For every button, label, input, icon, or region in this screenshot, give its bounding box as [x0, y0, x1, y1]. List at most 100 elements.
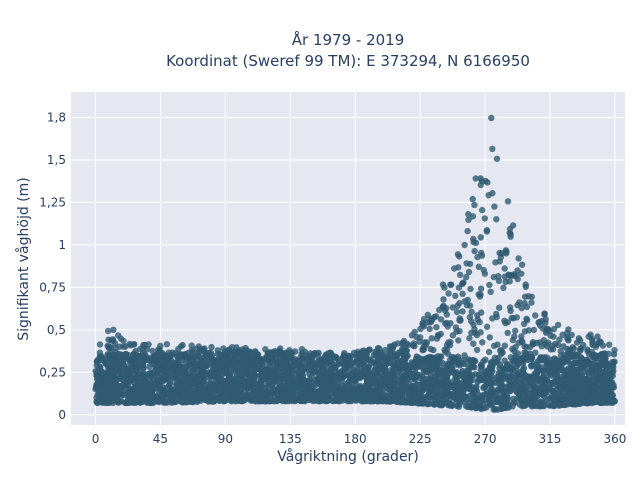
data-point: [305, 392, 313, 399]
data-point: [422, 356, 429, 364]
data-point: [304, 356, 311, 364]
data-point: [97, 382, 104, 389]
data-point: [475, 371, 482, 379]
data-point: [236, 392, 243, 400]
data-point: [332, 364, 339, 371]
data-point: [476, 399, 483, 407]
data-point: [512, 327, 519, 334]
data-point: [135, 352, 142, 359]
data-point: [383, 373, 390, 380]
data-point: [262, 370, 270, 377]
data-point: [148, 369, 155, 376]
data-point: [469, 195, 476, 203]
data-point: [146, 363, 153, 370]
data-point: [599, 378, 606, 385]
y-tick-label: 0,25: [39, 365, 66, 379]
data-point: [130, 362, 137, 370]
data-point: [478, 252, 486, 259]
data-point: [530, 390, 537, 398]
data-point: [293, 376, 300, 383]
data-point: [154, 353, 161, 361]
data-point: [119, 356, 127, 363]
data-point: [209, 383, 216, 391]
data-point: [311, 392, 318, 399]
data-point: [347, 384, 355, 391]
data-point: [528, 398, 535, 405]
y-tick-label: 1,5: [47, 153, 66, 167]
data-point: [473, 331, 481, 339]
data-point: [449, 332, 457, 339]
data-point: [563, 394, 571, 401]
data-point: [550, 333, 557, 340]
data-point: [511, 333, 518, 340]
data-point: [453, 356, 460, 363]
data-point: [282, 391, 289, 398]
data-point: [584, 348, 591, 355]
data-point: [559, 331, 566, 338]
data-point: [414, 381, 421, 388]
data-point: [368, 373, 375, 380]
data-point: [115, 368, 123, 375]
chart-title-line2: Koordinat (Sweref 99 TM): E 373294, N 61…: [166, 52, 530, 70]
data-point: [120, 337, 127, 345]
data-point: [163, 353, 170, 360]
data-point: [321, 386, 329, 394]
data-point: [104, 327, 112, 335]
data-point: [488, 385, 496, 393]
data-point: [501, 265, 508, 272]
data-point: [542, 397, 549, 404]
chart-title-line1: År 1979 - 2019: [292, 30, 405, 49]
data-point: [198, 370, 205, 378]
data-point: [210, 398, 217, 405]
data-point: [573, 339, 581, 346]
data-point: [495, 277, 503, 284]
data-point: [499, 382, 506, 390]
data-point: [315, 388, 322, 395]
y-axis-ticks: 0 0,25 0,5 0,75 1 1,25 1,5 1,8: [39, 110, 66, 421]
data-point: [243, 384, 251, 391]
data-point: [565, 353, 573, 360]
data-point: [309, 364, 316, 371]
data-point: [427, 372, 435, 379]
data-point: [267, 363, 274, 371]
data-point: [538, 343, 545, 350]
data-point: [442, 320, 449, 327]
data-point: [449, 304, 456, 311]
data-point: [486, 334, 493, 341]
data-point: [179, 386, 186, 393]
data-point: [590, 398, 598, 405]
data-point: [416, 338, 423, 345]
data-point: [610, 384, 618, 391]
data-point: [489, 190, 496, 197]
y-axis-label: Signifikant våghöjd (m): [15, 177, 32, 340]
data-point: [477, 175, 484, 182]
data-point: [157, 378, 165, 385]
data-point: [457, 317, 464, 324]
data-point: [541, 311, 548, 318]
data-point: [432, 376, 439, 383]
data-point: [483, 323, 491, 330]
data-point: [348, 391, 355, 398]
data-point: [477, 362, 485, 370]
data-point: [466, 335, 473, 342]
data-point: [504, 373, 512, 381]
data-point: [94, 391, 102, 398]
data-point: [387, 392, 394, 400]
data-point: [522, 283, 529, 290]
data-point: [479, 339, 486, 346]
data-point: [493, 155, 501, 162]
data-point: [536, 318, 543, 326]
data-point: [476, 293, 484, 300]
data-point: [544, 377, 551, 384]
data-point: [501, 273, 508, 280]
data-point: [518, 261, 526, 268]
y-tick-label: 1: [58, 238, 66, 252]
data-point: [557, 376, 565, 384]
data-point: [281, 371, 288, 379]
data-point: [108, 394, 115, 401]
data-point: [445, 290, 452, 297]
data-point: [127, 357, 135, 364]
data-point: [183, 378, 190, 386]
data-point: [433, 393, 440, 400]
data-point: [176, 361, 183, 369]
